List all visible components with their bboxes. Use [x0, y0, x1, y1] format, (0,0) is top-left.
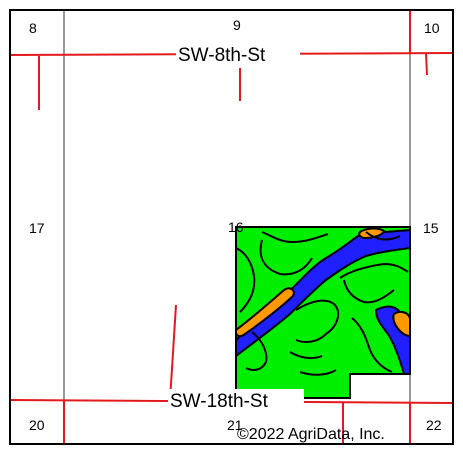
- soil-boundary-7: [245, 331, 268, 371]
- road-spur-south-center: [169, 304, 177, 401]
- soil-boundary-4: [339, 262, 409, 279]
- copyright-notice: ©2022 AgriData, Inc.: [237, 426, 385, 443]
- section-number-20: 20: [29, 417, 45, 433]
- section-number-9: 9: [233, 17, 241, 33]
- section-number-16: 16: [228, 219, 244, 235]
- road-spur-ne: [425, 53, 428, 76]
- section-number-21: 21: [227, 417, 243, 433]
- road-label-sw-8th-st: SW-8th-St: [178, 45, 266, 66]
- soil-boundary-9: [289, 351, 323, 360]
- soil-field[interactable]: [235, 226, 411, 399]
- section-number-15: 15: [423, 220, 439, 236]
- soil-boundary-1: [261, 231, 329, 244]
- road-label-bg-south: [168, 389, 304, 411]
- section-number-17: 17: [29, 220, 45, 236]
- map-border: [9, 9, 454, 445]
- road-label-sw-18th-st: SW-18th-St: [170, 391, 269, 412]
- soil-unit-orange-east[interactable]: [392, 310, 410, 338]
- section-number-10: 10: [424, 20, 440, 36]
- soil-unit-orange-ne[interactable]: [358, 227, 386, 240]
- road-label-bg-north: [176, 42, 300, 66]
- soil-unit-blue-channel[interactable]: [236, 228, 410, 359]
- soil-boundary-11: [365, 231, 401, 241]
- soil-boundary-5: [343, 279, 395, 304]
- section-number-22: 22: [426, 417, 442, 433]
- soil-boundary-2: [259, 239, 313, 276]
- soil-unit-orange-west[interactable]: [236, 287, 295, 338]
- soil-boundary-8: [351, 317, 393, 373]
- soil-boundary-6: [295, 299, 340, 343]
- soil-boundary-3: [236, 247, 256, 313]
- soil-boundary-10: [299, 369, 337, 376]
- section-number-8: 8: [29, 20, 37, 36]
